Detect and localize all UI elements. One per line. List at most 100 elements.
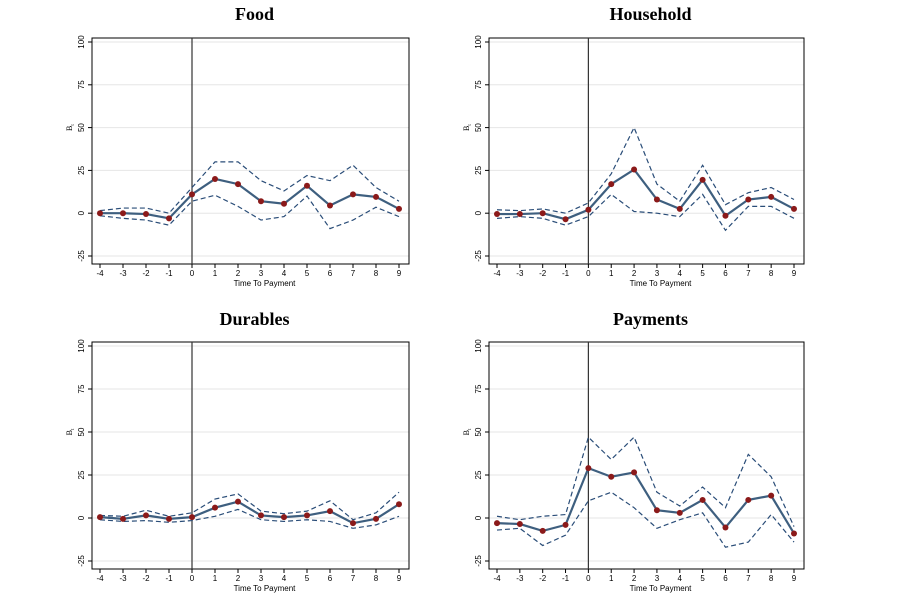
x-axis-title: Time To Payment — [630, 279, 693, 288]
x-tick-label: -3 — [119, 269, 127, 278]
plot-frame — [91, 341, 410, 570]
estimate-point — [350, 520, 356, 527]
estimate-point — [373, 515, 379, 522]
x-tick-label: -3 — [516, 269, 524, 278]
x-tick-label: -4 — [96, 574, 104, 583]
y-tick-label: 50 — [77, 427, 86, 436]
y-tick-label: 75 — [77, 80, 86, 89]
x-tick-label: 5 — [700, 574, 705, 583]
x-tick-label: 5 — [305, 574, 310, 583]
x-tick-label: -4 — [96, 269, 104, 278]
estimate-point — [120, 210, 126, 217]
estimate-point — [631, 469, 638, 476]
x-tick-label: 0 — [586, 269, 591, 278]
estimate-point — [585, 465, 592, 472]
y-tick-label: 0 — [474, 210, 483, 215]
y-tick-label: 50 — [77, 123, 86, 132]
estimate-point — [722, 524, 729, 531]
estimate-point — [562, 521, 569, 528]
estimate-point — [258, 512, 264, 519]
estimate-point — [631, 166, 638, 173]
x-tick-label: 1 — [213, 269, 218, 278]
x-tick-label: 3 — [655, 269, 660, 278]
x-tick-label: 9 — [792, 574, 797, 583]
x-tick-label: -1 — [165, 269, 173, 278]
y-tick-label: 25 — [474, 165, 483, 174]
x-tick-label: 8 — [374, 574, 379, 583]
estimate-point — [745, 196, 752, 203]
estimate-point — [166, 215, 172, 222]
estimate-point — [653, 507, 660, 514]
estimate-point — [97, 514, 103, 521]
x-tick-label: 3 — [259, 269, 264, 278]
y-tick-label: 100 — [474, 35, 483, 49]
lower-ci-line — [496, 193, 795, 232]
x-tick-label: 6 — [723, 574, 728, 583]
x-tick-label: -3 — [516, 574, 524, 583]
x-tick-label: -2 — [142, 574, 150, 583]
estimate-point — [235, 181, 241, 188]
x-tick-label: -4 — [493, 269, 501, 278]
x-tick-label: 8 — [769, 574, 774, 583]
estimate-point — [212, 175, 218, 182]
estimate-point — [120, 515, 126, 522]
estimate-point — [327, 202, 333, 209]
estimate-point — [745, 496, 752, 503]
x-tick-label: -2 — [539, 574, 547, 583]
y-tick-label: 75 — [474, 384, 483, 393]
y-tick-label: 50 — [474, 123, 483, 132]
x-tick-label: -4 — [493, 574, 501, 583]
y-tick-label: 50 — [474, 427, 483, 436]
estimate-point — [212, 504, 218, 511]
plot-frame — [91, 37, 410, 265]
panel-title: Food — [235, 4, 274, 24]
estimate-point — [562, 216, 569, 223]
estimate-point — [768, 492, 775, 499]
x-tick-label: 4 — [282, 574, 287, 583]
y-axis-label-subscript: t — [71, 428, 76, 430]
y-axis-label: Bt — [65, 428, 76, 435]
y-tick-label: 100 — [77, 339, 86, 353]
y-axis-label: Bt — [462, 124, 473, 131]
estimate-point — [396, 205, 402, 212]
x-tick-label: 0 — [190, 574, 195, 583]
panel-title: Household — [609, 4, 691, 24]
estimate-point — [189, 191, 195, 198]
x-tick-label: 8 — [374, 269, 379, 278]
x-tick-label: 1 — [609, 574, 614, 583]
estimate-point — [699, 176, 706, 183]
x-tick-label: 9 — [397, 574, 402, 583]
panel-title: Payments — [613, 309, 688, 329]
estimate-point — [539, 527, 546, 534]
estimate-point — [768, 193, 775, 200]
x-tick-label: 6 — [328, 574, 333, 583]
y-axis-label-subscript: t — [468, 428, 473, 430]
x-tick-label: 4 — [678, 574, 683, 583]
estimate-point — [516, 521, 523, 528]
estimate-point — [327, 508, 333, 515]
y-tick-label: 75 — [77, 384, 86, 393]
x-tick-label: 7 — [746, 269, 751, 278]
x-tick-label: 3 — [259, 574, 264, 583]
x-tick-label: 2 — [632, 574, 637, 583]
lower-ci-line — [496, 491, 795, 548]
plot-frame — [488, 341, 805, 570]
y-tick-label: -25 — [77, 250, 86, 262]
estimate-point — [166, 515, 172, 522]
estimate-point — [539, 210, 546, 217]
x-tick-label: -1 — [562, 574, 570, 583]
x-tick-label: 9 — [397, 269, 402, 278]
x-axis-title: Time To Payment — [630, 584, 693, 593]
y-tick-label: 25 — [77, 470, 86, 479]
upper-ci-line — [496, 436, 795, 527]
x-tick-label: 1 — [609, 269, 614, 278]
estimate-point — [791, 205, 797, 212]
y-axis-label-subscript: t — [468, 124, 473, 126]
estimate-point — [653, 196, 660, 203]
x-tick-label: 2 — [236, 269, 241, 278]
x-tick-label: -1 — [562, 269, 570, 278]
estimate-point — [97, 210, 103, 217]
estimate-point — [396, 501, 402, 508]
x-tick-label: 7 — [351, 574, 356, 583]
